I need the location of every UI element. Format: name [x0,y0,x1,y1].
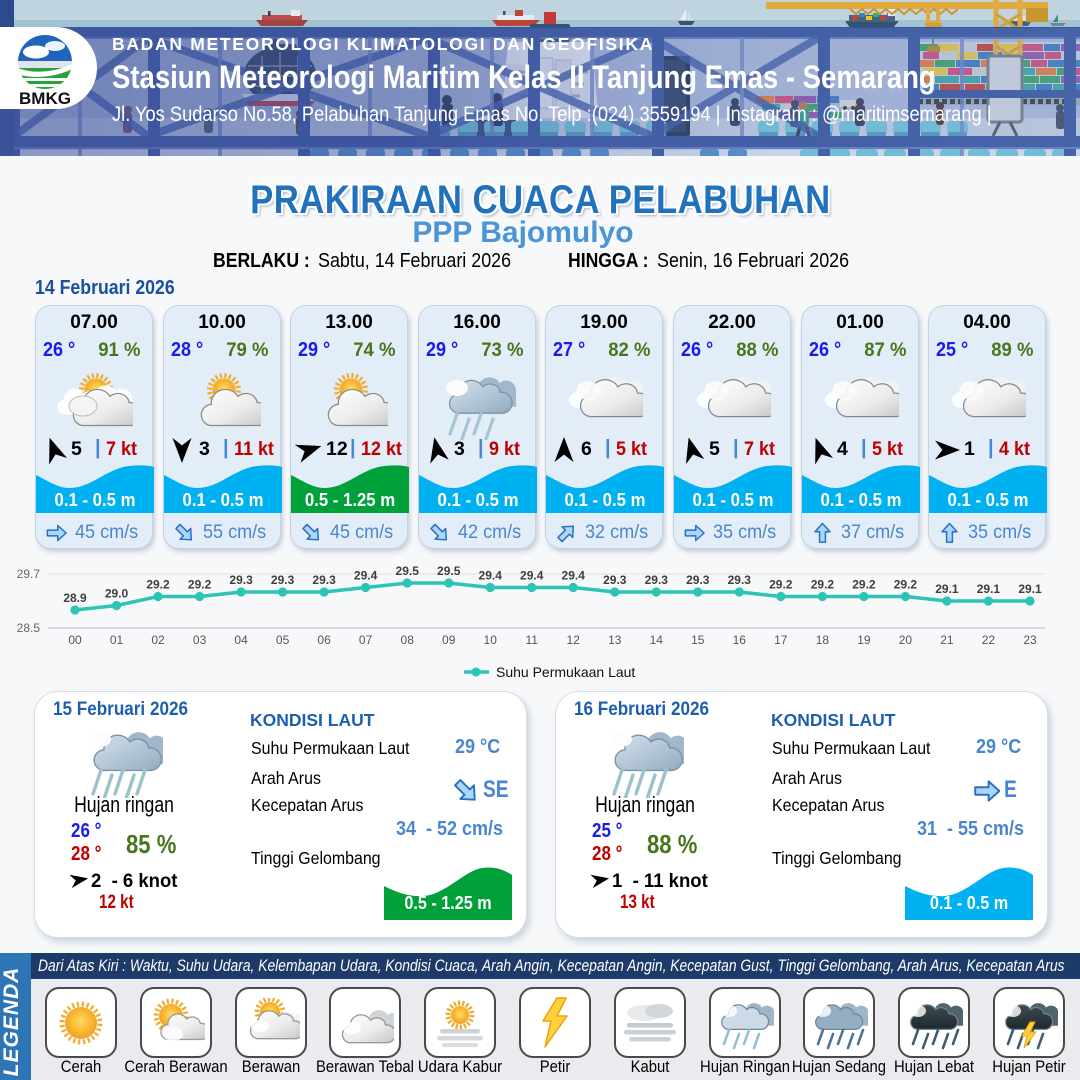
svg-text:29.5: 29.5 [396,564,420,578]
svg-text:19: 19 [857,633,871,647]
svg-text:BMKG: BMKG [19,89,71,108]
svg-text:04: 04 [234,633,248,647]
svg-text:29.3: 29.3 [603,573,627,587]
svg-text:29.1: 29.1 [1018,582,1042,596]
svg-text:29.4: 29.4 [479,569,503,583]
svg-text:18: 18 [816,633,830,647]
svg-text:29.2: 29.2 [769,578,793,592]
svg-text:09: 09 [442,633,456,647]
svg-text:29.5: 29.5 [437,564,461,578]
svg-text:08: 08 [401,633,415,647]
svg-text:29.3: 29.3 [312,573,336,587]
svg-text:29.4: 29.4 [520,569,544,583]
svg-text:21: 21 [940,633,954,647]
svg-text:29.2: 29.2 [811,578,835,592]
svg-text:29.3: 29.3 [645,573,669,587]
svg-text:29.3: 29.3 [271,573,295,587]
svg-text:29.4: 29.4 [562,569,586,583]
svg-text:20: 20 [899,633,913,647]
svg-text:03: 03 [193,633,207,647]
svg-text:00: 00 [68,633,82,647]
svg-text:23: 23 [1023,633,1037,647]
svg-text:02: 02 [151,633,165,647]
svg-text:13: 13 [608,633,622,647]
svg-text:11: 11 [525,633,538,647]
svg-text:29.7: 29.7 [17,567,41,581]
svg-text:29.0: 29.0 [105,587,129,601]
svg-text:16: 16 [733,633,747,647]
svg-text:Suhu Permukaan Laut: Suhu Permukaan Laut [496,664,635,680]
svg-text:22: 22 [982,633,996,647]
svg-text:29.3: 29.3 [229,573,253,587]
svg-text:28.5: 28.5 [17,621,41,635]
svg-text:29.2: 29.2 [146,578,170,592]
svg-text:29.1: 29.1 [935,582,959,596]
svg-text:05: 05 [276,633,290,647]
svg-text:14: 14 [650,633,664,647]
svg-text:17: 17 [774,633,788,647]
svg-text:29.2: 29.2 [894,578,918,592]
svg-text:01: 01 [110,633,124,647]
svg-text:28.9: 28.9 [63,591,87,605]
svg-text:12: 12 [567,633,581,647]
svg-text:15: 15 [691,633,705,647]
svg-text:29.2: 29.2 [188,578,212,592]
svg-text:29.4: 29.4 [354,569,378,583]
svg-text:29.2: 29.2 [852,578,876,592]
svg-text:29.3: 29.3 [728,573,752,587]
svg-text:06: 06 [317,633,331,647]
svg-text:29.3: 29.3 [686,573,710,587]
svg-text:07: 07 [359,633,373,647]
svg-text:29.1: 29.1 [977,582,1001,596]
svg-text:10: 10 [484,633,498,647]
